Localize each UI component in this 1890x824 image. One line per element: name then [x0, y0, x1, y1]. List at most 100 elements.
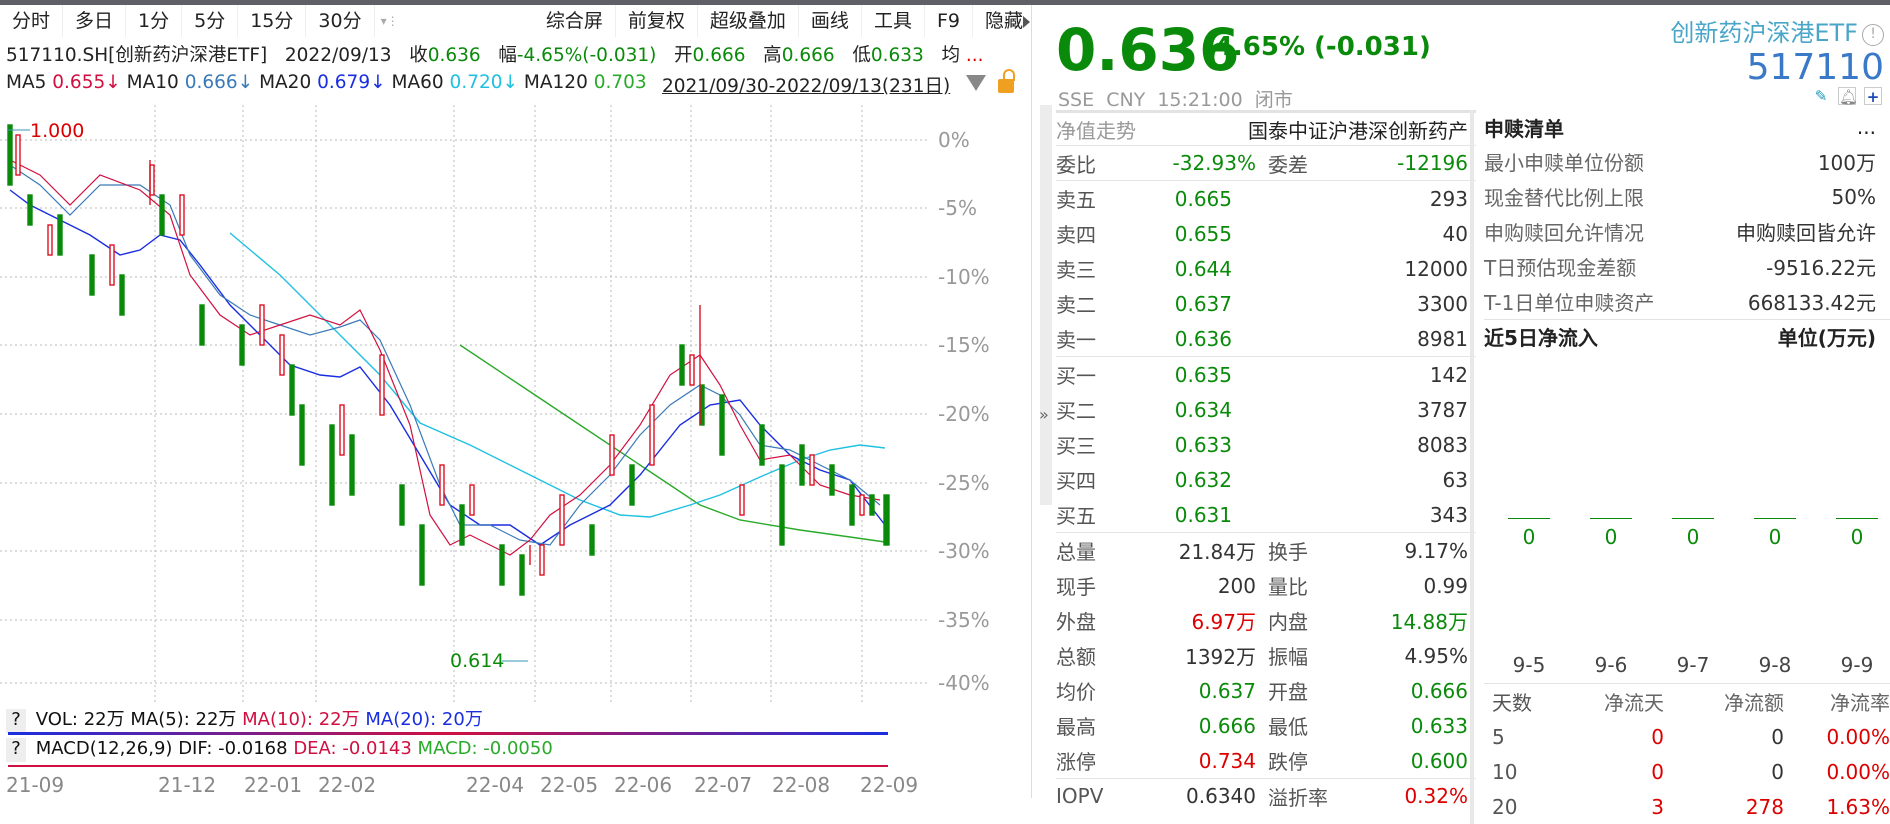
edit-pencil-icon[interactable]: ✎ — [1814, 87, 1828, 105]
stat-label: 总量 — [1056, 540, 1096, 564]
bid-price: 0.634 — [1174, 397, 1232, 422]
stat-value: 9.17% — [1404, 538, 1468, 563]
etf-side-panel: 申赎清单 ... 最小申赎单位份额 100万 现金替代比例上限 50% 申购赎回允许… — [1470, 110, 1890, 824]
more-periods-icon[interactable]: ▾⋮ — [380, 14, 399, 28]
ask-price: 0.636 — [1174, 326, 1232, 351]
redemption-label: T-1日单位申赎资产 — [1484, 291, 1655, 315]
redemption-value: 668133.42元 — [1747, 291, 1876, 315]
cell-days: 10 — [1492, 759, 1518, 784]
time-label: 15:21:00 — [1157, 89, 1243, 111]
tab-30min[interactable]: 30分 — [306, 5, 375, 37]
ask-volume: 8981 — [1417, 326, 1468, 351]
ask-price: 0.637 — [1174, 291, 1232, 316]
tab-overlay[interactable]: 超级叠加 — [698, 5, 799, 37]
x-tick: 21-12 — [158, 773, 217, 797]
flow-bar-value: 0 — [1850, 525, 1864, 549]
flow-bar — [1672, 518, 1714, 519]
bid-volume: 3787 — [1417, 397, 1468, 422]
ask-price: 0.665 — [1174, 186, 1232, 211]
tab-composite[interactable]: 综合屏 — [534, 5, 616, 37]
stat-label: 涨停 — [1056, 750, 1096, 774]
flow-bar-date: 9-5 — [1512, 653, 1546, 677]
macd-label: MACD(12,26,9) — [35, 738, 173, 759]
tab-tools[interactable]: 工具 — [862, 5, 925, 37]
stat-label: IOPV — [1056, 784, 1104, 808]
stats-row: 外盘 6.97万 内盘 14.88万 — [1056, 603, 1476, 638]
tab-15min[interactable]: 15分 — [238, 5, 307, 37]
dropdown-triangle-icon[interactable] — [966, 75, 986, 91]
unlock-shackle-icon — [1003, 69, 1015, 81]
tab-f9[interactable]: F9 — [925, 5, 973, 37]
stat-value: 0.99 — [1423, 573, 1468, 598]
collapse-handle[interactable]: » — [1039, 105, 1052, 505]
redemption-header: 申赎清单 ... — [1484, 110, 1890, 144]
cell-rate: 0.00% — [1826, 759, 1890, 784]
stat-value: 0.666 — [1410, 678, 1468, 703]
date-range-selector[interactable]: 2021/09/30-2022/09/13(231日) — [662, 72, 951, 98]
currency-label: CNY — [1106, 89, 1146, 111]
volume-help-button[interactable]: ? — [6, 709, 26, 733]
macd-dea: DEA: -0.0143 — [293, 738, 412, 759]
flow-bar — [1836, 518, 1878, 519]
stat-label: 振幅 — [1268, 645, 1308, 669]
more-menu-button[interactable]: ... — [1856, 115, 1876, 139]
tab-forward-adjust[interactable]: 前复权 — [616, 5, 698, 37]
stat-value: 4.95% — [1404, 643, 1468, 668]
chart-toolbar: 分时 多日 1分 5分 15分 30分 ▾⋮ 综合屏 前复权 超级叠加 画线 工… — [0, 5, 1032, 37]
tab-5min[interactable]: 5分 — [182, 5, 239, 37]
stat-value: 0.600 — [1410, 748, 1468, 773]
ma20-value: 0.679↓ — [317, 72, 386, 93]
cell-amount: 278 — [1745, 794, 1784, 819]
bell-alert-icon[interactable]: 🔔︎ — [1838, 87, 1859, 106]
cell-days: 5 — [1492, 724, 1505, 749]
vol-ma5: MA(5): 22万 — [130, 709, 237, 730]
tab-1min[interactable]: 1分 — [126, 5, 183, 37]
ma120-value: 0.703 — [593, 72, 647, 93]
bid-volume: 8083 — [1417, 432, 1468, 457]
ma20-label: MA20 — [259, 72, 312, 93]
stat-label: 总额 — [1056, 645, 1096, 669]
nav-trend-row[interactable]: 净值走势 国泰中证沪港深创新药产 — [1056, 110, 1476, 145]
macd-help-button[interactable]: ? — [6, 738, 26, 762]
ask-row: 卖五 0.665 293 — [1056, 181, 1476, 216]
min-price-label: 0.614 — [450, 650, 504, 672]
change-value: -4.65%(-0.031) — [516, 45, 657, 66]
redemption-label: 申购赎回允许情况 — [1484, 221, 1644, 245]
flow-bar — [1754, 518, 1796, 519]
ask-volume: 293 — [1429, 186, 1468, 211]
stat-value: 14.88万 — [1390, 610, 1468, 634]
redemption-value: 100万 — [1817, 151, 1876, 175]
ma60-value: 0.720↓ — [449, 72, 519, 93]
tab-hide[interactable]: 隐藏 — [973, 5, 1032, 37]
unlock-icon[interactable] — [998, 79, 1014, 93]
stats-row: 现手 200 量比 0.99 — [1056, 568, 1476, 603]
redemption-item: 现金替代比例上限 50% — [1484, 179, 1890, 214]
x-tick: 22-07 — [694, 773, 753, 797]
info-icon[interactable]: ! — [1862, 24, 1884, 46]
tab-draw[interactable]: 画线 — [799, 5, 862, 37]
order-ratio-row: 委比 -32.93% 委差 -12196 — [1056, 145, 1476, 180]
more-ellipsis[interactable]: ... — [965, 45, 984, 66]
macd-bars — [8, 765, 888, 767]
ma10-value: 0.666↓ — [184, 72, 254, 93]
ratio-value: -32.93% — [1172, 151, 1256, 175]
kline-chart[interactable]: 0% -5% -10% -15% -20% -25% -30% -35% -40… — [0, 105, 1032, 705]
market-meta: SSE CNY 15:21:00 闭市 — [1058, 85, 1293, 112]
stat-label: 溢折率 — [1268, 785, 1328, 810]
stats-row: 最高 0.666 最低 0.633 — [1056, 708, 1476, 743]
stat-value: 0.637 — [1198, 678, 1256, 703]
redemption-item: T-1日单位申赎资产 668133.42元 — [1484, 284, 1890, 319]
diff-label: 委差 — [1268, 152, 1308, 177]
market-status: 闭市 — [1254, 89, 1293, 111]
stat-value: 200 — [1217, 573, 1256, 598]
stat-label: 跌停 — [1268, 750, 1308, 774]
window-top-strip — [0, 0, 1890, 5]
order-book: 净值走势 国泰中证沪港深创新药产 委比 -32.93% 委差 -12196 卖五… — [1056, 110, 1476, 813]
col-header: 天数 — [1492, 691, 1532, 715]
tab-multiday[interactable]: 多日 — [63, 5, 127, 37]
kline-panel: 分时 多日 1分 5分 15分 30分 ▾⋮ 综合屏 前复权 超级叠加 画线 工… — [0, 5, 1032, 798]
change-label: 幅 — [498, 45, 517, 66]
add-plus-icon[interactable]: + — [1864, 87, 1882, 106]
netflow-table-header: 天数 净流天 净流额 净流率 — [1484, 684, 1890, 719]
tab-intraday[interactable]: 分时 — [0, 5, 64, 37]
